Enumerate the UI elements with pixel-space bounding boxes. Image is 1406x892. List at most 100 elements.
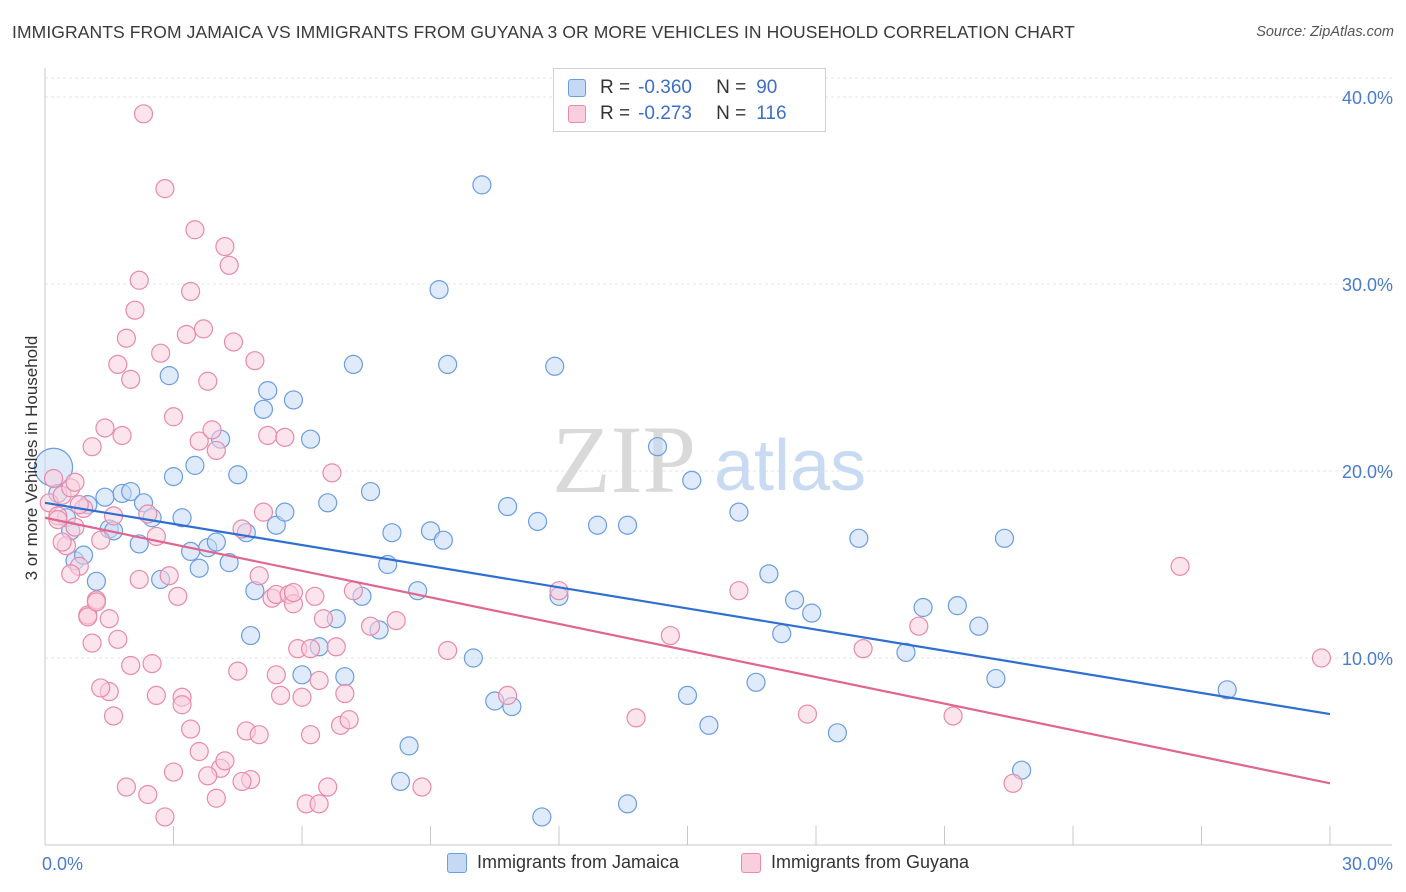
point-guyana-84 — [116, 777, 136, 797]
point-guyana-94 — [198, 766, 218, 786]
point-jamaica-81 — [947, 596, 967, 616]
point-jamaica-80 — [913, 597, 933, 618]
point-jamaica-70 — [699, 715, 719, 735]
point-guyana-111 — [729, 581, 749, 601]
point-guyana-36 — [193, 319, 214, 339]
point-jamaica-62 — [545, 356, 565, 376]
point-guyana-38 — [202, 420, 222, 440]
point-guyana-19 — [121, 369, 141, 389]
legend-n-value: 116 — [756, 103, 787, 124]
point-jamaica-32 — [258, 380, 278, 401]
point-guyana-59 — [292, 687, 312, 707]
point-guyana-77 — [78, 607, 98, 627]
series-legend-guyana[interactable]: Immigrants from Guyana — [741, 852, 969, 873]
point-jamaica-37 — [300, 429, 321, 449]
point-jamaica-83 — [986, 668, 1006, 689]
legend-box: R = -0.360 N = 90 R = -0.273 N = 116 — [553, 68, 826, 132]
source-credit: Source: ZipAtlas.com — [1256, 24, 1394, 40]
point-jamaica-26 — [219, 553, 239, 573]
point-guyana-83 — [108, 629, 128, 649]
point-jamaica-34 — [275, 502, 295, 522]
legend-swatch-jamaica — [568, 79, 586, 97]
legend-n-label: N = — [716, 77, 747, 98]
point-guyana-71 — [343, 581, 363, 601]
point-guyana-54 — [270, 685, 291, 706]
point-jamaica-76 — [802, 603, 822, 623]
point-guyana-82 — [103, 706, 124, 726]
point-jamaica-31 — [253, 399, 274, 419]
point-jamaica-36 — [292, 665, 312, 685]
point-jamaica-29 — [241, 625, 261, 646]
point-guyana-87 — [138, 784, 158, 805]
point-guyana-105 — [412, 777, 432, 797]
point-guyana-80 — [91, 678, 111, 698]
point-jamaica-56 — [472, 175, 492, 195]
point-jamaica-86 — [1217, 680, 1237, 700]
point-guyana-49 — [249, 566, 269, 586]
point-guyana-26 — [151, 343, 171, 363]
point-jamaica-41 — [335, 667, 355, 687]
point-jamaica-67 — [647, 437, 668, 457]
series-legend: Immigrants from Jamaica Immigrants from … — [0, 852, 1406, 878]
point-guyana-95 — [206, 788, 226, 808]
point-guyana-110 — [660, 625, 680, 646]
point-jamaica-77 — [827, 723, 848, 743]
point-jamaica-19 — [172, 508, 192, 528]
point-guyana-85 — [121, 655, 141, 676]
y-tick-label-3: 40.0% — [1342, 88, 1393, 108]
series-legend-jamaica[interactable]: Immigrants from Jamaica — [447, 852, 679, 873]
point-guyana-70 — [339, 710, 359, 730]
series-swatch-guyana — [741, 852, 761, 873]
point-jamaica-44 — [360, 481, 381, 502]
point-guyana-106 — [438, 640, 458, 661]
point-jamaica-69 — [682, 470, 702, 490]
point-guyana-73 — [52, 532, 72, 552]
point-guyana-30 — [168, 586, 188, 606]
point-guyana-1 — [43, 468, 64, 489]
data-points — [33, 104, 1332, 827]
point-jamaica-55 — [463, 648, 483, 668]
point-guyana-20 — [125, 300, 145, 320]
point-guyana-12 — [91, 530, 111, 550]
point-jamaica-13 — [129, 534, 149, 554]
point-jamaica-7 — [86, 571, 107, 591]
point-jamaica-68 — [677, 685, 698, 706]
point-guyana-109 — [626, 708, 646, 728]
point-guyana-76 — [69, 495, 89, 515]
legend-n-value: 90 — [756, 77, 778, 98]
point-guyana-22 — [133, 104, 154, 124]
watermark-zip: ZIP — [552, 406, 696, 513]
point-guyana-16 — [108, 354, 128, 375]
point-jamaica-24 — [206, 532, 226, 552]
point-guyana-28 — [159, 566, 179, 586]
series-swatch-jamaica — [447, 852, 467, 873]
point-guyana-98 — [249, 725, 269, 745]
point-guyana-88 — [146, 685, 166, 706]
x-tick-label-1: 30.0% — [1342, 854, 1393, 874]
point-jamaica-27 — [228, 465, 248, 485]
x-tick-labels: 0.0% 30.0% — [42, 854, 1393, 874]
y-axis-label: 3 or more Vehicles in Household — [22, 336, 41, 581]
point-guyana-78 — [82, 437, 102, 457]
point-guyana-99 — [266, 665, 286, 685]
point-guyana-62 — [305, 586, 325, 606]
point-guyana-63 — [309, 670, 329, 691]
point-jamaica-42 — [343, 354, 363, 375]
y-tick-label-1: 20.0% — [1342, 462, 1393, 482]
point-guyana-39 — [206, 440, 226, 461]
x-tick-label-0: 0.0% — [42, 854, 83, 874]
point-jamaica-78 — [849, 528, 869, 548]
point-guyana-24 — [142, 654, 162, 674]
legend-swatch-guyana — [568, 105, 586, 123]
point-guyana-43 — [223, 332, 244, 352]
point-guyana-92 — [181, 719, 201, 739]
point-guyana-10 — [82, 633, 102, 653]
point-jamaica-54 — [438, 354, 458, 375]
point-guyana-61 — [300, 725, 321, 745]
point-guyana-50 — [253, 502, 274, 522]
point-guyana-42 — [219, 255, 239, 275]
point-guyana-51 — [258, 425, 278, 446]
y-tick-label-2: 30.0% — [1342, 275, 1393, 295]
point-jamaica-49 — [399, 736, 419, 756]
point-guyana-44 — [228, 661, 248, 681]
